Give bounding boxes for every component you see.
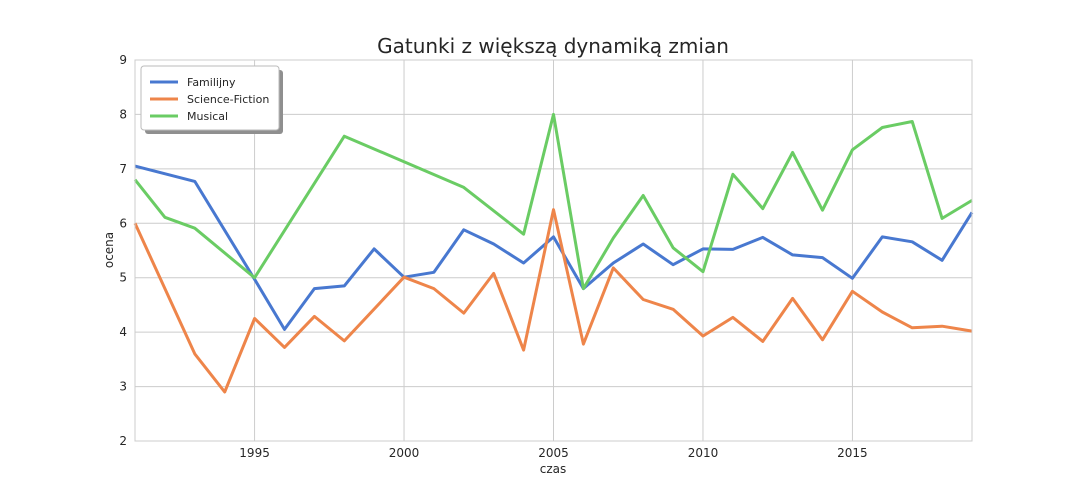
y-tick-label: 9: [119, 53, 127, 67]
y-tick-label: 8: [119, 107, 127, 121]
x-tick-label: 1995: [239, 446, 270, 460]
y-tick-label: 6: [119, 216, 127, 230]
y-tick-label: 4: [119, 325, 127, 339]
legend: Familijny Science-Fiction Musical: [140, 65, 283, 134]
y-tick-label: 2: [119, 434, 127, 448]
x-tick-labels: 1995 2000 2005 2010 2015: [239, 446, 867, 460]
y-tick-label: 7: [119, 162, 127, 176]
legend-label-science-fiction: Science-Fiction: [187, 93, 269, 106]
series-line-musical: [133, 112, 973, 291]
y-tick-label: 5: [119, 271, 127, 285]
legend-label-familijny: Familijny: [187, 76, 236, 89]
x-tick-label: 2010: [688, 446, 719, 460]
x-tick-label: 2005: [538, 446, 569, 460]
series-lines: [133, 112, 974, 394]
x-tick-label: 2000: [389, 446, 420, 460]
plot-frame: [134, 59, 973, 442]
x-axis-label: czas: [540, 462, 567, 476]
x-tick-label: 2015: [837, 446, 868, 460]
legend-label-musical: Musical: [187, 110, 228, 123]
y-tick-labels: 2 3 4 5 6 7 8 9: [119, 53, 127, 448]
series-line-science-fiction: [133, 208, 973, 394]
chart-title: Gatunki z większą dynamiką zmian: [377, 34, 729, 58]
y-axis-label: ocena: [102, 232, 116, 268]
y-tick-label: 3: [119, 380, 127, 394]
